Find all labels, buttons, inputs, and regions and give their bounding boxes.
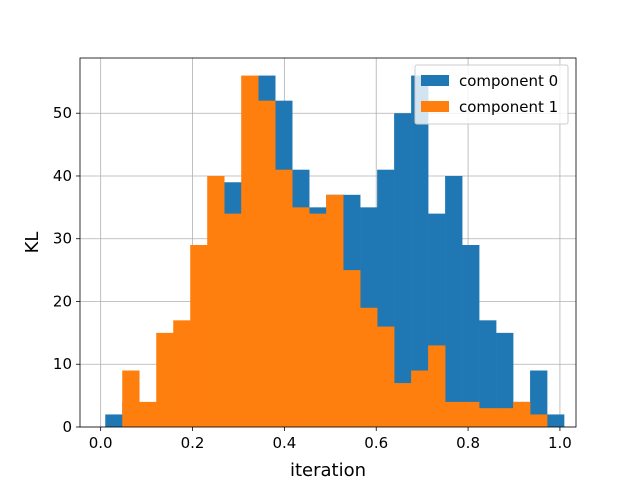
histogram-bar (275, 169, 293, 427)
y-tick-label: 20 (53, 292, 72, 310)
y-tick-label: 40 (53, 167, 72, 185)
y-tick-label: 30 (53, 230, 72, 248)
histogram-bar (445, 401, 463, 427)
histogram-bar (496, 332, 514, 427)
histogram-bar (530, 370, 548, 427)
histogram-bar (139, 401, 157, 427)
histogram-bar (326, 194, 344, 427)
y-tick-label: 0 (62, 418, 72, 436)
legend-swatch-component-1 (421, 101, 449, 112)
histogram-bar (207, 175, 225, 427)
histogram-bar (173, 320, 191, 427)
histogram-bars (105, 75, 565, 428)
legend-label-component-1: component 1 (459, 98, 558, 116)
plot-frame (79, 57, 577, 428)
histogram-bar (411, 370, 429, 427)
histogram-bar (360, 307, 378, 427)
legend-box (414, 64, 569, 125)
histogram-bar (377, 326, 395, 427)
series-component-1 (122, 75, 548, 428)
y-tick-label: 50 (53, 104, 72, 122)
histogram-bar (496, 408, 514, 427)
x-tick-label: 0.8 (456, 434, 480, 452)
histogram-bar (190, 245, 208, 427)
histogram-bar (292, 207, 310, 427)
histogram-bar (394, 113, 412, 427)
histogram-bar (530, 414, 548, 427)
histogram-bar (224, 213, 242, 427)
x-axis-label: iteration (290, 460, 366, 480)
histogram-bar (105, 414, 123, 427)
y-axis-label: KL (22, 232, 43, 254)
histogram-bar (241, 75, 259, 428)
histogram-bar (258, 100, 276, 428)
x-tick-label: 0.6 (364, 434, 388, 452)
histogram-bar (394, 383, 412, 427)
x-tick-label: 0.0 (89, 434, 113, 452)
x-tick-label: 0.2 (181, 434, 205, 452)
axis-ticks: 0.0 0.2 0.4 0.6 0.8 1.0 0 10 20 30 40 50 (53, 104, 572, 452)
histogram-bar (445, 175, 463, 427)
legend-label-component-0: component 0 (459, 72, 558, 90)
x-tick-label: 0.4 (272, 434, 296, 452)
histogram-bar (343, 270, 361, 427)
histogram-bar (309, 213, 327, 427)
histogram-bar (547, 414, 565, 427)
histogram-bar (479, 320, 497, 427)
histogram-bar (411, 75, 429, 428)
legend: component 0 component 1 (414, 64, 569, 125)
histogram-bar (122, 370, 140, 427)
histogram-bar (462, 245, 480, 427)
legend-swatch-component-0 (421, 75, 449, 86)
histogram-bar (462, 401, 480, 427)
x-tick-label: 1.0 (548, 434, 572, 452)
histogram-bar (156, 332, 174, 427)
histogram-bar (479, 408, 497, 427)
histogram-bar (428, 345, 446, 427)
y-tick-label: 10 (53, 355, 72, 373)
histogram-bar (513, 401, 531, 427)
